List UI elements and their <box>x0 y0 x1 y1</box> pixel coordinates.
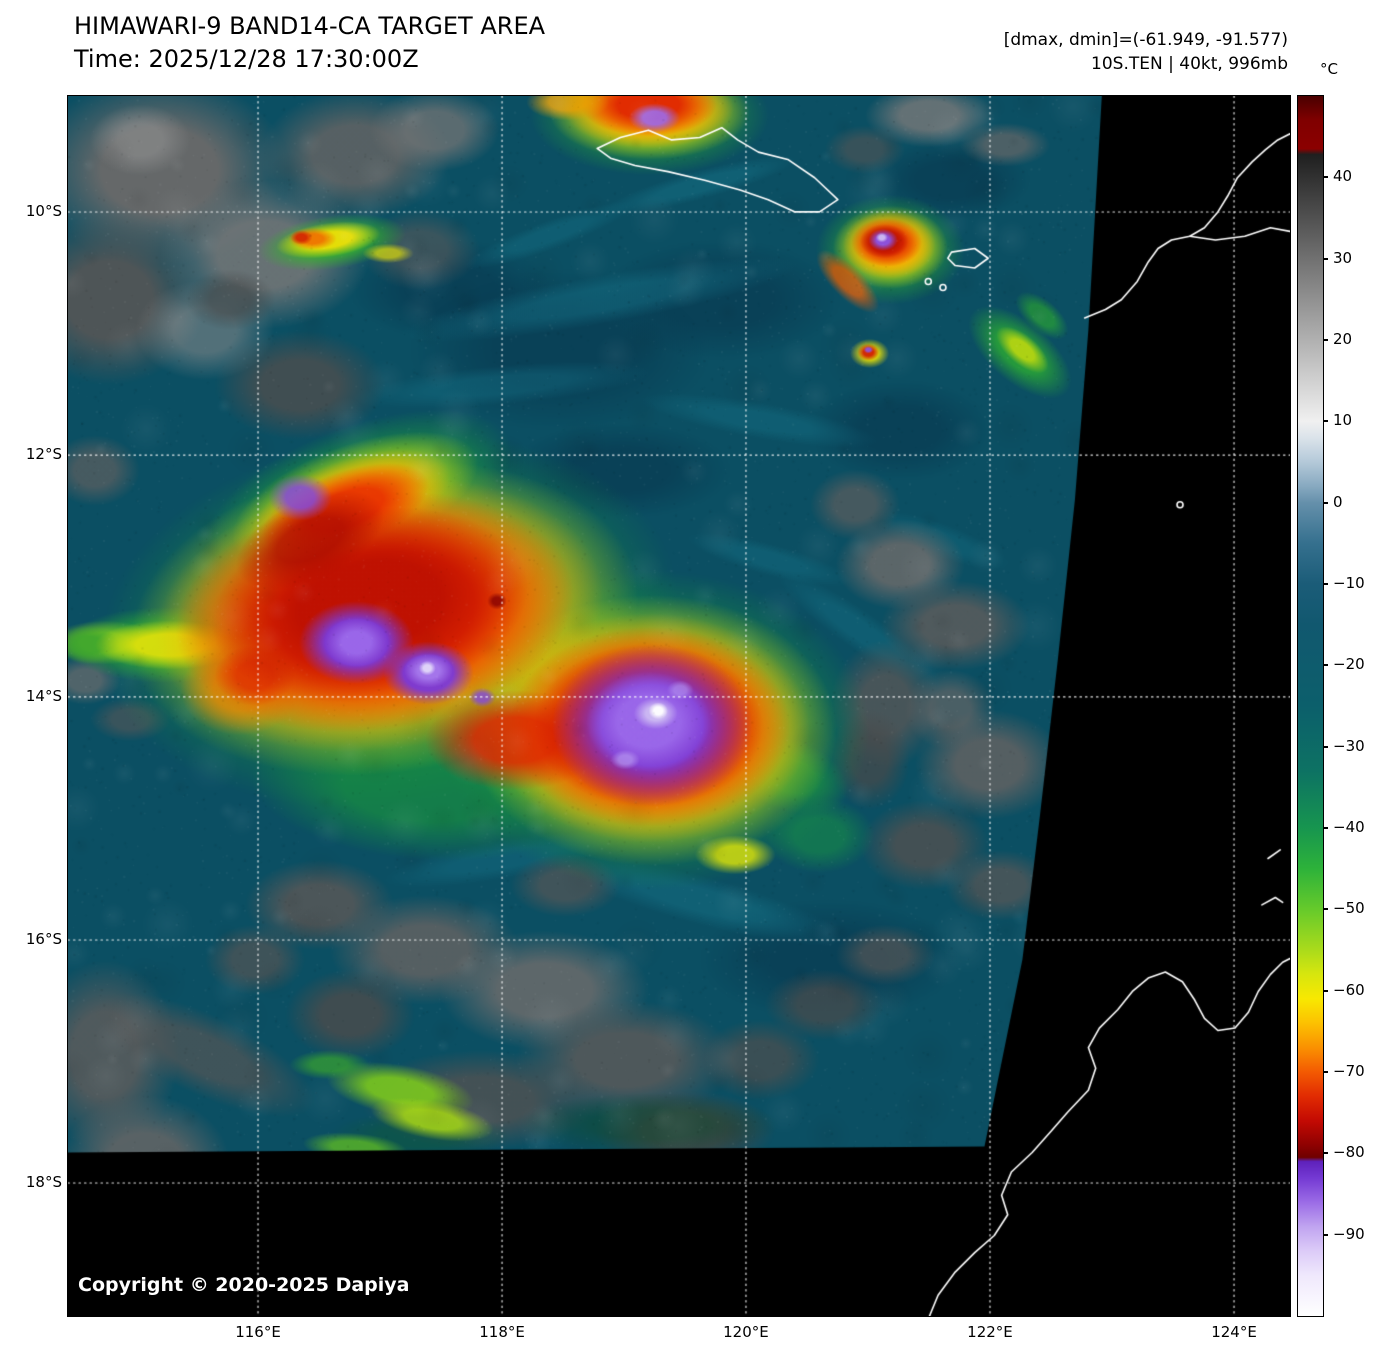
satellite-image <box>68 96 1290 1316</box>
colorbar-tick-mark <box>1323 501 1328 504</box>
colorbar-tick-label: 20 <box>1333 330 1353 348</box>
lon-tick-label: 122°E <box>967 1323 1013 1341</box>
colorbar-tick-mark <box>1323 745 1328 748</box>
colorbar-tick-mark <box>1323 1152 1328 1155</box>
colorbar-tick-label: 40 <box>1333 167 1353 186</box>
figure-info-block: [dmax, dmin]=(-61.949, -91.577) 10S.TEN … <box>1004 28 1288 76</box>
lat-tick-label: 14°S <box>25 686 62 705</box>
colorbar-tick-mark <box>1323 583 1328 585</box>
colorbar-tick-mark <box>1323 1071 1328 1073</box>
colorbar <box>1297 95 1324 1317</box>
colorbar-tick-mark <box>1323 989 1328 992</box>
lon-tick-label: 118°E <box>479 1323 525 1341</box>
colorbar-tick-label: 0 <box>1333 492 1343 511</box>
lat-tick-label: 10°S <box>25 202 62 221</box>
lon-tick-label: 124°E <box>1211 1323 1257 1341</box>
colorbar-tick-mark <box>1323 339 1328 341</box>
product-title: HIMAWARI-9 BAND14-CA TARGET AREA <box>74 12 546 40</box>
colorbar-tick-label: −50 <box>1333 899 1365 918</box>
lat-tick-label: 12°S <box>25 445 62 464</box>
figure-title-block: HIMAWARI-9 BAND14-CA TARGET AREA Time: 2… <box>74 10 545 76</box>
colorbar-tick-mark <box>1323 664 1328 667</box>
satellite-map: Copyright © 2020-2025 Dapiya <box>67 95 1291 1317</box>
colorbar-tick-mark <box>1323 1233 1328 1236</box>
lon-tick-label: 120°E <box>723 1323 769 1341</box>
colorbar-tick-mark <box>1323 908 1328 911</box>
colorbar-tick-mark <box>1323 420 1328 423</box>
lat-tick-label: 16°S <box>25 929 62 948</box>
colorbar-unit: °C <box>1320 60 1338 78</box>
dmax-dmin-readout: [dmax, dmin]=(-61.949, -91.577) <box>1003 30 1288 50</box>
colorbar-tick-mark <box>1323 827 1328 829</box>
storm-info: 10S.TEN | 40kt, 996mb <box>1091 54 1288 74</box>
product-time: Time: 2025/12/28 17:30:00Z <box>74 45 419 73</box>
colorbar-tick-label: −30 <box>1333 736 1365 755</box>
colorbar-tick-label: 10 <box>1333 411 1353 430</box>
colorbar-tick-label: −70 <box>1333 1062 1365 1080</box>
colorbar-tick-mark <box>1323 176 1328 179</box>
colorbar-tick-label: −10 <box>1333 574 1365 592</box>
colorbar-tick-label: −90 <box>1333 1224 1365 1243</box>
colorbar-tick-mark <box>1323 257 1328 260</box>
lat-tick-label: 18°S <box>25 1173 62 1192</box>
colorbar-tick-label: −20 <box>1333 655 1365 674</box>
colorbar-tick-label: 30 <box>1333 248 1353 267</box>
colorbar-tick-label: −40 <box>1333 818 1365 836</box>
colorbar-tick-label: −60 <box>1333 980 1365 999</box>
copyright-text: Copyright © 2020-2025 Dapiya <box>78 1274 410 1296</box>
colorbar-tick-label: −80 <box>1333 1143 1365 1162</box>
lon-tick-label: 116°E <box>235 1323 281 1341</box>
